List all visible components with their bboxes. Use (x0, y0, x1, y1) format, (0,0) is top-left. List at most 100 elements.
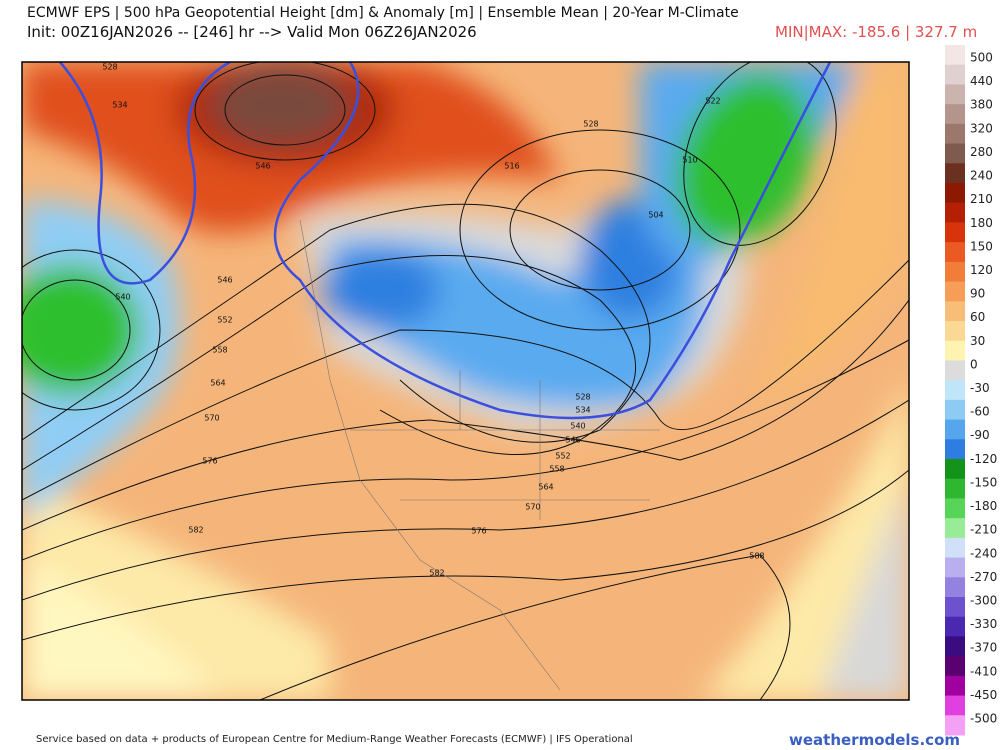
colorbar-label: -240 (970, 546, 997, 560)
colorbar-swatch (945, 577, 965, 598)
colorbar-label: 380 (970, 98, 993, 112)
colorbar-swatch (945, 222, 965, 243)
colorbar-swatch (945, 64, 965, 85)
colorbar-swatch (945, 301, 965, 322)
colorbar-swatch (945, 104, 965, 125)
colorbar-swatch (945, 597, 965, 618)
colorbar-swatch (945, 656, 965, 677)
colorbar-swatch (945, 202, 965, 223)
colorbar-label: -120 (970, 452, 997, 466)
colorbar-label: -410 (970, 664, 997, 678)
colorbar-label: 320 (970, 121, 993, 135)
colorbar-label: -270 (970, 570, 997, 584)
contour-label: 528 (575, 393, 590, 402)
colorbar-label: 150 (970, 239, 993, 253)
colorbar-label: -300 (970, 593, 997, 607)
contour-label: 534 (575, 406, 590, 415)
contour-label: 552 (555, 452, 570, 461)
colorbar-swatch (945, 143, 965, 164)
contour-label: 564 (210, 379, 225, 388)
colorbar-swatch (945, 478, 965, 499)
colorbar-label: 240 (970, 169, 993, 183)
contour-label: 540 (570, 422, 585, 431)
colorbar-swatch (945, 459, 965, 480)
contour-label: 558 (549, 465, 564, 474)
site[interactable]: weathermodels.com (789, 731, 961, 749)
colorbar-swatch (945, 340, 965, 361)
colorbar-swatch (945, 518, 965, 539)
contour-label: 534 (112, 101, 127, 110)
contour-label: 528 (102, 63, 117, 72)
credit: Service based on data + products of Euro… (36, 734, 633, 745)
colorbar-swatch (945, 636, 965, 657)
contour-label: 528 (583, 120, 598, 129)
colorbar-swatch (945, 537, 965, 559)
contour-label: 522 (705, 97, 720, 106)
colorbar-swatch (945, 360, 965, 381)
contour-label: 582 (188, 526, 203, 535)
title: ECMWF EPS | 500 hPa Geopotential Height … (27, 5, 739, 21)
colorbar-label: -180 (970, 499, 997, 513)
colorbar-label: -90 (970, 428, 990, 442)
contour-label: 570 (204, 414, 219, 423)
colorbar-swatch (945, 616, 965, 637)
colorbar-swatch (945, 380, 965, 401)
colorbar-label: 0 (970, 357, 978, 371)
colorbar-swatch (945, 84, 965, 105)
contour-label: 570 (525, 503, 540, 512)
anomaly-field (22, 62, 909, 700)
colorbar-swatch (945, 123, 965, 145)
colorbar-swatch (945, 695, 965, 716)
colorbar-label: -500 (970, 712, 997, 726)
colorbar-swatch (945, 675, 965, 697)
colorbar-label: 500 (970, 51, 993, 65)
contour-label: 546 (565, 436, 580, 445)
colorbar-swatch (945, 439, 965, 460)
colorbar-label: -330 (970, 617, 997, 631)
min-max: MIN|MAX: -185.6 | 327.7 m (775, 23, 978, 41)
map-frame (21, 61, 910, 701)
colorbar-swatch (945, 498, 965, 519)
colorbar-swatch (945, 281, 965, 302)
contour-label: 588 (749, 552, 764, 561)
contour-label: 504 (648, 211, 663, 220)
colorbar-swatch (945, 321, 965, 342)
colorbar-label: -30 (970, 381, 990, 395)
colorbar-swatch (945, 399, 965, 421)
colorbar-label: 440 (970, 74, 993, 88)
contour-label: 516 (504, 162, 519, 171)
colorbar-label: -150 (970, 475, 997, 489)
colorbar-swatch (945, 715, 965, 736)
colorbar-label: -60 (970, 405, 990, 419)
contour-label: 552 (217, 316, 232, 325)
colorbar-swatch (945, 163, 965, 184)
colorbar-swatch (945, 419, 965, 440)
colorbar-swatch (945, 242, 965, 263)
colorbar-label: -450 (970, 688, 997, 702)
colorbar-swatch (945, 557, 965, 578)
contour-label: 540 (115, 293, 130, 302)
colorbar-swatch (945, 183, 965, 204)
colorbar-swatch (945, 45, 965, 66)
colorbar-label: -210 (970, 523, 997, 537)
colorbar-label: 60 (970, 310, 985, 324)
contour-label: 546 (217, 276, 232, 285)
contour-label: 576 (202, 457, 217, 466)
colorbar-label: 280 (970, 145, 993, 159)
subtitle: Init: 00Z16JAN2026 -- [246] hr --> Valid… (27, 23, 477, 41)
colorbar-label: 30 (970, 334, 985, 348)
contour-label: 564 (538, 483, 553, 492)
contour-label: 546 (255, 162, 270, 171)
colorbar-label: -370 (970, 641, 997, 655)
colorbar-swatch (945, 261, 965, 283)
colorbar-label: 180 (970, 216, 993, 230)
contour-label: 582 (429, 569, 444, 578)
colorbar: 500 440 380 320 280 240 210 180 150 120 90 60 30 0 -30… (945, 45, 997, 736)
contour-label: 558 (212, 346, 227, 355)
contour-label: 510 (682, 156, 697, 165)
contour-labels: 528 534 546 552 558 564 570 576 582 540 546 528 516 5… (102, 63, 764, 578)
colorbar-label: 210 (970, 192, 993, 206)
colorbar-label: 120 (970, 263, 993, 277)
colorbar-label: 90 (970, 287, 985, 301)
